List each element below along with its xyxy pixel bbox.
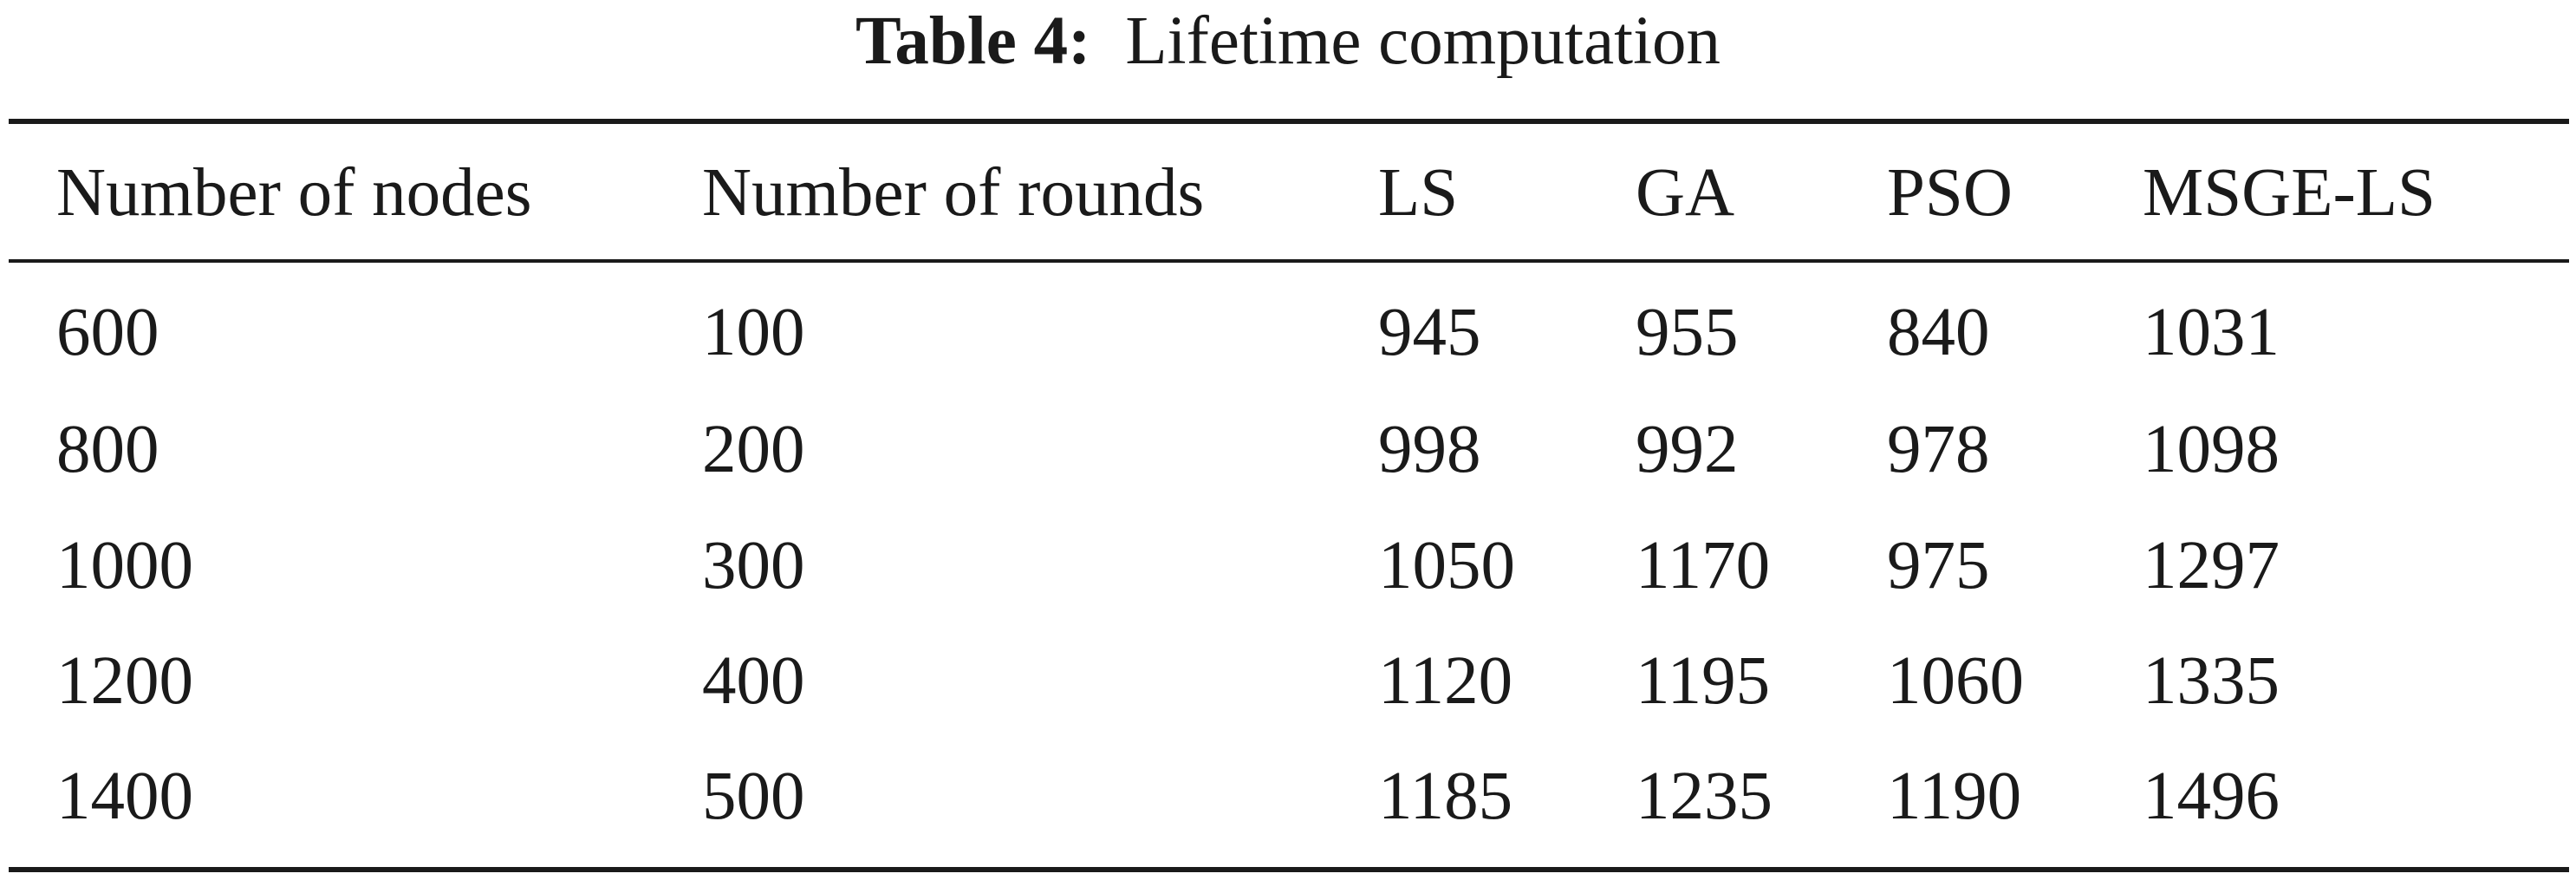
- cell-number-of-rounds: 100: [702, 295, 805, 370]
- cell-number-of-rounds: 500: [702, 759, 805, 834]
- table-row: 600 100 945 955 840 1031: [0, 290, 2576, 376]
- table-row: 1400 500 1185 1235 1190 1496: [0, 753, 2576, 840]
- table-caption: Table 4: Lifetime computation: [0, 0, 2576, 83]
- cell-ga: 1170: [1636, 528, 1771, 603]
- cell-number-of-nodes: 1400: [56, 759, 193, 834]
- table-row: 1000 300 1050 1170 975 1297: [0, 523, 2576, 609]
- column-header-number-of-nodes: Number of nodes: [56, 155, 532, 231]
- cell-number-of-nodes: 600: [56, 295, 159, 370]
- caption-text: Lifetime computation: [1125, 3, 1721, 79]
- cell-pso: 975: [1887, 528, 1990, 603]
- cell-number-of-rounds: 300: [702, 528, 805, 603]
- column-header-ls: LS: [1378, 155, 1459, 231]
- cell-ls: 1185: [1378, 759, 1513, 834]
- bottom-rule: [9, 867, 2569, 872]
- cell-ls: 945: [1378, 295, 1481, 370]
- cell-ga: 992: [1636, 412, 1739, 487]
- cell-ga: 1195: [1636, 643, 1771, 719]
- top-rule: [9, 119, 2569, 124]
- cell-msge-ls: 1031: [2143, 295, 2280, 370]
- cell-ga: 955: [1636, 295, 1739, 370]
- table-header-row: Number of nodes Number of rounds LS GA P…: [0, 150, 2576, 237]
- cell-msge-ls: 1335: [2143, 643, 2280, 719]
- column-header-pso: PSO: [1887, 155, 2013, 231]
- cell-pso: 1060: [1887, 643, 2024, 719]
- cell-pso: 840: [1887, 295, 1990, 370]
- header-rule: [9, 259, 2569, 263]
- cell-number-of-nodes: 800: [56, 412, 159, 487]
- cell-pso: 1190: [1887, 759, 2022, 834]
- table-row: 1200 400 1120 1195 1060 1335: [0, 638, 2576, 725]
- cell-msge-ls: 1297: [2143, 528, 2280, 603]
- column-header-msge-ls: MSGE-LS: [2143, 155, 2436, 231]
- cell-msge-ls: 1098: [2143, 412, 2280, 487]
- column-header-number-of-rounds: Number of rounds: [702, 155, 1205, 231]
- column-header-ga: GA: [1636, 155, 1735, 231]
- cell-pso: 978: [1887, 412, 1990, 487]
- cell-number-of-rounds: 200: [702, 412, 805, 487]
- cell-ls: 1050: [1378, 528, 1515, 603]
- caption-label: Table 4:: [855, 3, 1091, 79]
- table-row: 800 200 998 992 978 1098: [0, 407, 2576, 493]
- cell-number-of-nodes: 1000: [56, 528, 193, 603]
- cell-ls: 1120: [1378, 643, 1513, 719]
- cell-number-of-rounds: 400: [702, 643, 805, 719]
- cell-ls: 998: [1378, 412, 1481, 487]
- cell-ga: 1235: [1636, 759, 1773, 834]
- cell-msge-ls: 1496: [2143, 759, 2280, 834]
- cell-number-of-nodes: 1200: [56, 643, 193, 719]
